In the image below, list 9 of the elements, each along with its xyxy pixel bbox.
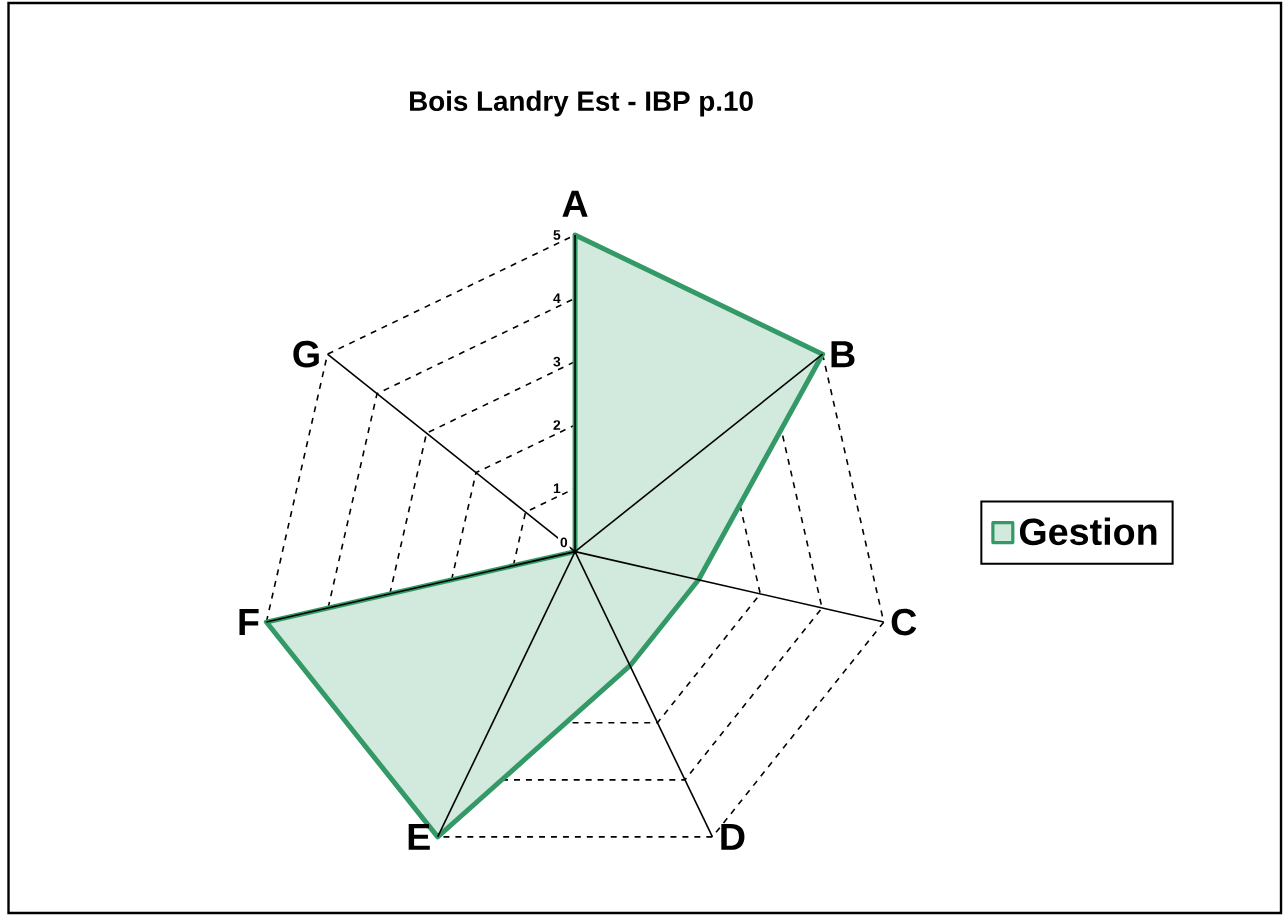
spoke-label: E: [408, 823, 430, 850]
chart-title: Bois Landry Est - IBP p.10: [410, 90, 753, 117]
spoke-label: A: [562, 190, 588, 217]
spoke-label: C: [891, 608, 917, 636]
spoke-label: F: [239, 609, 259, 636]
spoke-label: B: [831, 341, 855, 368]
spoke-label: G: [293, 340, 319, 368]
legend-label: Gestion: [1019, 517, 1157, 546]
spoke-label: D: [721, 823, 745, 850]
